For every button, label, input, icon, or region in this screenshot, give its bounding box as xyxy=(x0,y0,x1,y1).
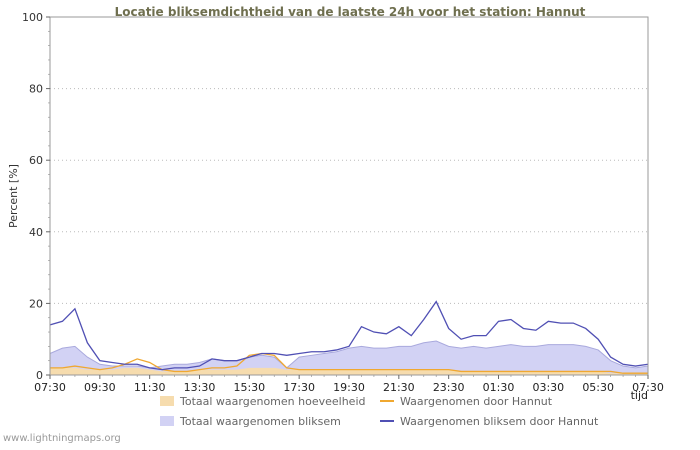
legend-swatch-line xyxy=(380,420,394,422)
legend-swatch-line xyxy=(380,400,394,402)
y-tick-label: 60 xyxy=(29,154,43,167)
legend: Totaal waargenomen hoeveelheid Waargenom… xyxy=(160,394,598,428)
legend-label: Totaal waargenomen hoeveelheid xyxy=(180,394,366,408)
legend-item-waargenomen-door-hannut: Waargenomen door Hannut xyxy=(380,394,598,408)
legend-label: Totaal waargenomen bliksem xyxy=(180,414,341,428)
x-tick-label: 15:30 xyxy=(233,381,265,394)
x-tick-label: 03:30 xyxy=(532,381,564,394)
x-tick-label: 23:30 xyxy=(433,381,465,394)
chart-title: Locatie bliksemdichtheid van de laatste … xyxy=(114,5,586,19)
x-tick-label: 05:30 xyxy=(582,381,614,394)
y-tick-label: 100 xyxy=(22,11,43,24)
x-tick-label: 17:30 xyxy=(283,381,315,394)
x-tick-label: 07:30 xyxy=(34,381,66,394)
x-axis-label: tijd xyxy=(630,389,648,402)
series-waargenomen-bliksem-door-hannut xyxy=(49,300,649,371)
x-tick-label: 09:30 xyxy=(84,381,116,394)
y-tick-label: 20 xyxy=(29,297,43,310)
legend-label: Waargenomen bliksem door Hannut xyxy=(400,414,599,428)
plot-border xyxy=(49,16,649,376)
legend-item-totaal-hoeveelheid: Totaal waargenomen hoeveelheid xyxy=(160,394,380,408)
y-tick-label: 40 xyxy=(29,226,43,239)
legend-item-bliksem-door-hannut: Waargenomen bliksem door Hannut xyxy=(380,414,598,428)
watermark-link[interactable]: www.lightningmaps.org xyxy=(3,433,121,444)
x-tick-label: 13:30 xyxy=(184,381,216,394)
series-waargenomen-door-hannut xyxy=(50,352,648,374)
y-tick-label: 0 xyxy=(36,369,43,382)
x-tick-label: 19:30 xyxy=(333,381,365,394)
legend-swatch-area xyxy=(160,416,174,426)
x-tick-label: 07:30 xyxy=(632,381,664,394)
legend-swatch-area xyxy=(160,396,174,406)
x-tick-label: 01:30 xyxy=(483,381,515,394)
x-tick-label: 21:30 xyxy=(383,381,415,394)
legend-item-totaal-bliksem: Totaal waargenomen bliksem xyxy=(160,414,380,428)
y-tick-label: 80 xyxy=(29,83,43,96)
legend-label: Waargenomen door Hannut xyxy=(400,394,553,408)
x-tick-label: 11:30 xyxy=(134,381,166,394)
